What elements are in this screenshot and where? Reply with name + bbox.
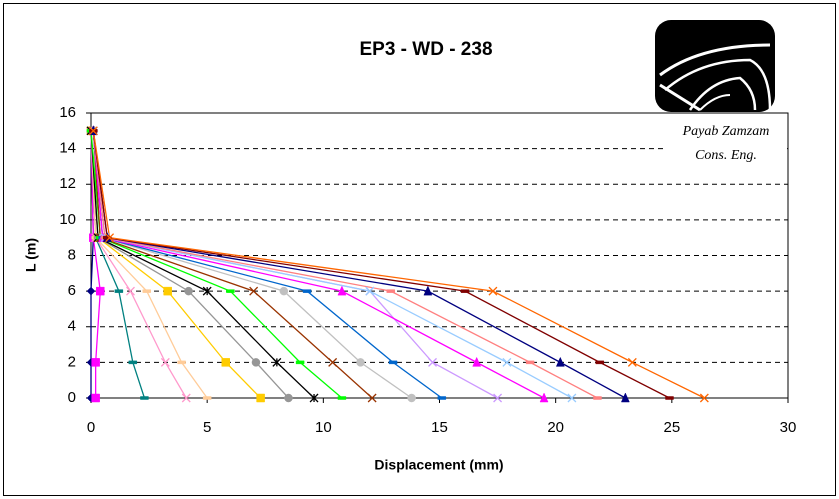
data-point [428,357,437,367]
data-point [472,356,482,367]
annotation: Payab Zamzam [682,124,770,139]
data-point [142,289,152,293]
data-point [86,286,96,296]
data-point [126,286,135,296]
note-box [665,116,787,174]
x-tick-label: 25 [663,419,680,436]
data-point [525,360,535,365]
data-point [386,289,395,293]
data-point [91,358,100,367]
logo [655,20,775,112]
y-tick-label: 2 [68,353,76,370]
annotation: Cons. Eng. [695,148,757,163]
chart-title: EP3 - WD - 238 [359,39,492,60]
y-tick-label: 14 [59,140,76,157]
data-point [272,357,282,367]
data-point [593,396,602,400]
x-tick-label: 5 [203,419,211,436]
data-point [284,393,293,403]
data-point [567,393,577,403]
data-point [181,393,191,403]
data-point [177,360,186,365]
x-axis-title: Displacement (mm) [374,457,503,473]
data-point [114,289,124,293]
data-point [437,396,447,400]
data-point [356,358,365,367]
data-point [328,357,338,367]
data-point [365,286,375,296]
data-point [367,393,377,403]
data-point [302,289,312,293]
data-point [128,360,138,365]
data-point [88,126,98,136]
y-tick-label: 6 [68,282,76,299]
data-point [595,360,605,365]
data-point [309,393,319,403]
y-tick-label: 10 [59,211,76,228]
data-point [665,396,674,400]
data-point [226,289,235,293]
data-point [539,392,549,403]
data-point [202,396,212,400]
data-point [91,393,100,403]
data-point [221,358,231,367]
x-tick-label: 15 [431,419,448,436]
x-tick-label: 0 [87,419,95,436]
data-point [160,357,170,367]
data-point [96,286,105,296]
data-point [699,393,709,403]
y-tick-label: 4 [68,318,76,335]
data-point [140,396,149,400]
data-point [337,285,347,296]
data-point [502,357,512,367]
data-point [488,286,498,296]
data-point [295,360,305,365]
y-axis-title: L (m) [23,238,39,272]
data-point [337,396,347,400]
y-tick-label: 12 [59,175,76,192]
x-tick-label: 10 [315,419,332,436]
data-point [493,393,503,403]
data-point [388,360,398,365]
x-tick-label: 30 [780,419,797,436]
x-tick-label: 20 [547,419,564,436]
data-point [105,233,115,243]
data-point [620,392,630,403]
data-point [202,286,212,296]
y-tick-label: 16 [59,104,76,121]
data-point [256,393,265,403]
data-point [407,393,416,403]
data-point [249,286,259,296]
y-tick-label: 0 [68,389,76,406]
data-point [184,286,193,296]
data-point [251,358,261,367]
data-point [163,286,172,296]
data-point [460,289,470,293]
data-point [627,357,637,367]
data-point [423,285,433,296]
data-point [555,356,565,367]
data-point [279,286,289,296]
y-tick-label: 8 [68,246,76,263]
